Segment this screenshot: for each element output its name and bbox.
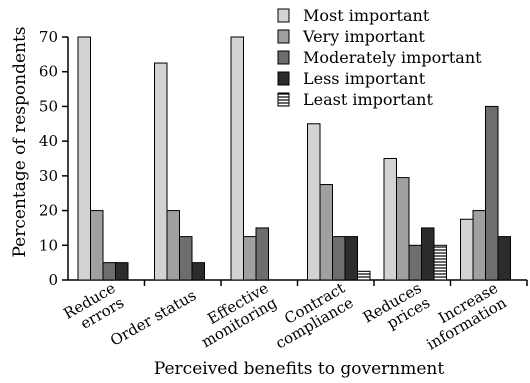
bar: [472, 210, 486, 281]
bar: [433, 244, 447, 281]
bar: [383, 158, 397, 281]
bar: [90, 210, 104, 281]
bar: [485, 105, 499, 281]
y-tick-label: 0: [48, 271, 58, 289]
y-tick-label: 10: [39, 236, 58, 254]
y-tick-label: 40: [39, 132, 58, 150]
y-tick-label: 30: [39, 167, 58, 185]
legend-label: Most important: [303, 6, 430, 25]
legend-swatch: [277, 29, 290, 44]
legend-label: Less important: [303, 69, 426, 88]
x-tick-label: Contractcompliance: [264, 279, 357, 353]
legend-swatch: [277, 92, 290, 107]
y-tick-label: 20: [39, 202, 58, 220]
bar: [408, 244, 422, 281]
bar: [77, 36, 91, 281]
bar: [115, 262, 129, 281]
bar: [332, 236, 346, 281]
bar: [191, 262, 205, 281]
bar: [243, 236, 257, 281]
bar: [154, 62, 168, 281]
legend-swatch: [277, 50, 290, 65]
x-tick-label: Increaseinformation: [415, 279, 510, 354]
bar: [396, 177, 410, 281]
bar: [307, 123, 321, 281]
legend-label: Least important: [303, 90, 433, 109]
legend: Most important Very important Moderately i…: [277, 6, 482, 109]
x-tick-label: Reducesprices: [360, 279, 433, 342]
x-axis-label: Perceived benefits to government: [154, 359, 445, 379]
y-tick-label: 60: [39, 63, 58, 81]
bar: [179, 236, 193, 281]
y-tick-label: 70: [39, 28, 58, 46]
x-tick-label: Order status: [107, 286, 199, 350]
bar: [460, 218, 474, 281]
legend-label: Very important: [302, 27, 425, 46]
x-tick-label: Effectivemonitoring: [190, 279, 281, 352]
y-tick-label: 50: [39, 97, 58, 115]
legend-label: Moderately important: [303, 48, 482, 67]
bar: [230, 36, 244, 281]
bar: [102, 262, 116, 281]
bars: [77, 36, 511, 281]
bar: [344, 236, 358, 281]
bar: [421, 227, 435, 281]
y-axis-label: Percentage of respondents: [10, 26, 30, 257]
legend-swatch: [277, 71, 290, 86]
legend-swatch: [277, 8, 290, 23]
bar: [319, 184, 333, 281]
bar: [357, 270, 371, 281]
bar: [497, 236, 511, 281]
bar: [255, 227, 269, 281]
bar: [166, 210, 180, 281]
